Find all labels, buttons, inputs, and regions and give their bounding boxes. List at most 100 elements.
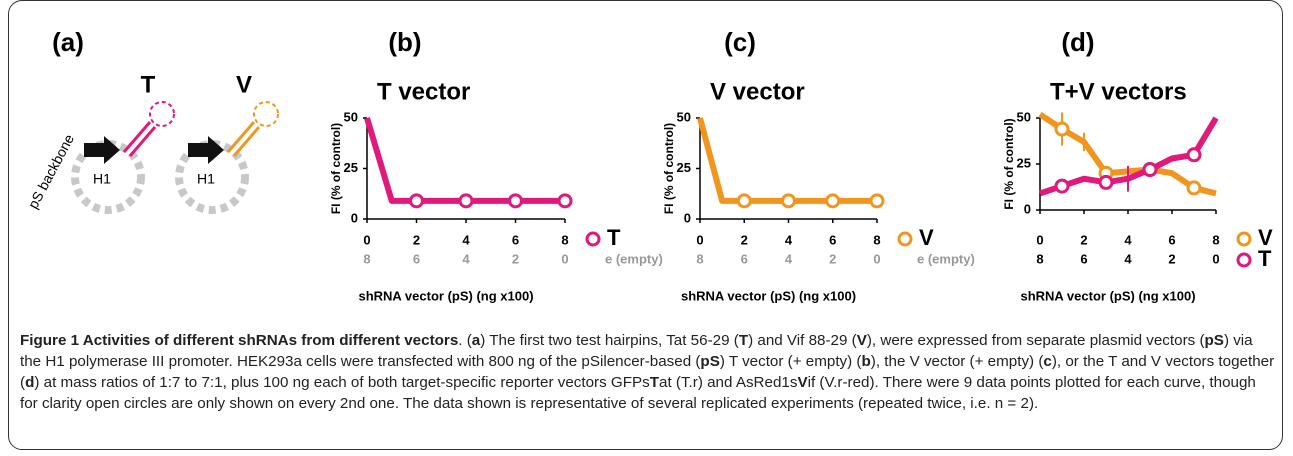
x-tick-label: 8 — [873, 232, 880, 247]
x2-tick-label: 2 — [512, 251, 519, 266]
caption-bold: pS — [700, 353, 720, 370]
x2-tick-label: 8 — [1036, 251, 1043, 266]
chart-title: T+V vectors — [1050, 78, 1187, 105]
x2-tick-label: 2 — [829, 251, 836, 266]
y-axis-label: FI (% of control) — [329, 123, 343, 214]
x-tick-label: 0 — [1036, 232, 1043, 247]
y-axis-label: FI (% of control) — [662, 123, 676, 214]
hairpin-stem — [122, 121, 152, 153]
x2-tick-label: 0 — [1212, 251, 1219, 266]
x-tick-label: 0 — [363, 232, 370, 247]
x2-tick-label: 4 — [1124, 251, 1132, 266]
data-line — [697, 117, 877, 204]
data-point — [825, 193, 841, 209]
legend-label: V — [919, 225, 934, 250]
caption-text: ) and Vif 88-29 ( — [748, 332, 857, 349]
y-tick-label: 25 — [1017, 155, 1031, 170]
data-point — [458, 193, 474, 209]
diagram-label: H1 — [93, 171, 111, 187]
panel-label: (d) — [1061, 27, 1094, 57]
data-point — [736, 193, 752, 209]
caption-text: ) T vector (+ empty) ( — [719, 353, 862, 370]
x-axis-label: shRNA vector (pS) (ng x100) — [681, 288, 856, 303]
caption-bold: Figure 1 Activities of different shRNAs … — [20, 332, 459, 349]
hairpin-loop — [253, 101, 279, 127]
y-tick-label: 0 — [351, 210, 358, 225]
caption-text: ) The first two test hairpins, Tat 56-29… — [480, 332, 739, 349]
caption-bold: V — [797, 374, 808, 391]
hairpin-stem — [128, 126, 157, 157]
x-axis-label: shRNA vector (pS) (ng x100) — [1020, 288, 1195, 303]
x-tick-label: 6 — [829, 232, 836, 247]
caption-bold: a — [471, 332, 481, 349]
data-point — [1054, 121, 1070, 137]
x-axis-label: shRNA vector (pS) (ng x100) — [358, 288, 533, 303]
hairpin-stem — [232, 126, 261, 157]
data-point — [1142, 162, 1158, 178]
promoter-arrow — [84, 136, 120, 164]
legend-marker — [1236, 231, 1252, 247]
y-axis-label: FI (% of control) — [1002, 118, 1016, 209]
legend-label: T — [607, 225, 621, 250]
x-tick-label: 0 — [696, 232, 703, 247]
y-tick-label: 50 — [344, 109, 358, 124]
x-tick-label: 6 — [512, 232, 519, 247]
x-tick-label: 8 — [1212, 232, 1219, 247]
legend-marker — [897, 231, 913, 247]
panel-label: (a) — [52, 27, 84, 57]
x-tick-label: 4 — [462, 232, 470, 247]
caption-text: ), or the T and V vectors together ( — [20, 353, 1275, 391]
x2-tick-label: 6 — [1080, 251, 1087, 266]
x2-tick-label: 0 — [561, 251, 568, 266]
x2-tick-label: 8 — [363, 251, 370, 266]
caption-text: ) at mass ratios of 1:7 to 7:1, plus 100… — [34, 374, 650, 391]
diagram-label: H1 — [197, 171, 215, 187]
x-tick-label: 4 — [785, 232, 793, 247]
x-tick-label: 2 — [1080, 232, 1087, 247]
plasmid — [71, 140, 145, 214]
figure-panels: (a) (b) (c) (d) T V H1 H1 pS backbone T … — [25, 27, 1273, 304]
panel-label: (c) — [724, 27, 756, 57]
plasmid — [175, 140, 249, 214]
x2-tick-label: 4 — [462, 251, 470, 266]
legend-label: e (empty) — [605, 251, 663, 266]
hairpin-loop — [149, 101, 175, 127]
caption-bold: d — [25, 374, 35, 391]
legend-marker — [585, 231, 601, 247]
data-point — [557, 193, 573, 209]
x-tick-label: 2 — [741, 232, 748, 247]
data-point — [1186, 180, 1202, 196]
caption-bold: T — [649, 374, 660, 391]
vector-diagram: T V H1 H1 pS backbone — [25, 71, 279, 214]
data-point — [409, 193, 424, 209]
x-tick-label: 8 — [561, 232, 568, 247]
y-tick-label: 0 — [1024, 201, 1031, 216]
y-tick-label: 50 — [1017, 109, 1031, 124]
x2-tick-label: 0 — [873, 251, 880, 266]
x2-tick-label: 2 — [1168, 251, 1175, 266]
data-point — [781, 193, 796, 209]
caption-text: if (V.r-red). There were 9 data points p… — [20, 374, 1256, 412]
figure-frame — [8, 0, 1283, 450]
data-point — [869, 193, 885, 209]
caption-bold: b — [861, 353, 871, 370]
x2-tick-label: 6 — [413, 251, 420, 266]
diagram-label: T — [141, 71, 156, 98]
caption-bold: pS — [1204, 332, 1224, 349]
caption-bold: T — [738, 332, 749, 349]
x-tick-label: 6 — [1168, 232, 1175, 247]
x2-tick-label: 6 — [741, 251, 748, 266]
chart-title: V vector — [710, 78, 805, 105]
hairpin-stem — [226, 121, 256, 153]
chart-title: T vector — [377, 78, 470, 105]
legend-label: e (empty) — [917, 251, 975, 266]
x-tick-label: 2 — [413, 232, 420, 247]
y-tick-label: 25 — [344, 160, 358, 175]
data-point — [1098, 174, 1114, 190]
y-tick-label: 25 — [677, 160, 691, 175]
data-point — [508, 193, 523, 209]
diagram-label: V — [236, 71, 252, 98]
panel-label: (b) — [388, 27, 421, 57]
data-line — [364, 117, 565, 204]
data-point — [1186, 147, 1202, 163]
